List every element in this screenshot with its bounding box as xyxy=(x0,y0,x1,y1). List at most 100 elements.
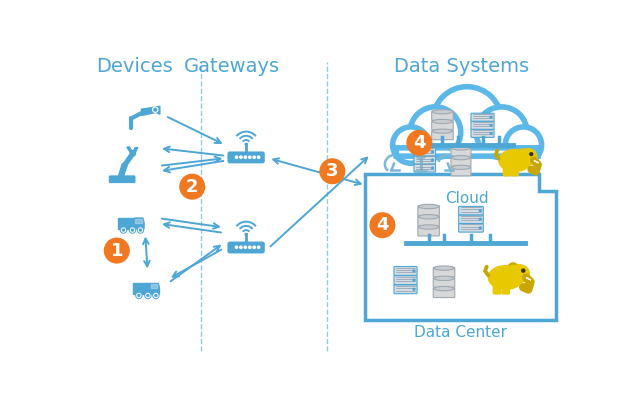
Circle shape xyxy=(244,246,247,248)
FancyBboxPatch shape xyxy=(431,130,453,140)
Circle shape xyxy=(145,293,151,298)
Ellipse shape xyxy=(519,149,537,165)
Circle shape xyxy=(130,151,135,156)
Circle shape xyxy=(155,295,157,296)
Circle shape xyxy=(479,210,481,212)
Circle shape xyxy=(146,293,150,298)
Circle shape xyxy=(490,116,492,118)
FancyBboxPatch shape xyxy=(459,215,483,223)
Circle shape xyxy=(245,143,247,145)
Circle shape xyxy=(490,132,492,134)
Ellipse shape xyxy=(499,149,531,171)
Circle shape xyxy=(413,279,415,281)
Polygon shape xyxy=(150,283,160,294)
FancyBboxPatch shape xyxy=(418,216,439,226)
FancyBboxPatch shape xyxy=(418,206,439,215)
Ellipse shape xyxy=(451,155,470,160)
Text: 4: 4 xyxy=(413,134,426,152)
Circle shape xyxy=(431,151,433,153)
FancyBboxPatch shape xyxy=(394,285,417,294)
Polygon shape xyxy=(132,148,138,153)
FancyBboxPatch shape xyxy=(459,206,483,215)
Polygon shape xyxy=(135,219,142,223)
FancyBboxPatch shape xyxy=(451,157,471,166)
Polygon shape xyxy=(156,106,160,114)
Polygon shape xyxy=(118,218,135,229)
Circle shape xyxy=(137,227,144,233)
Circle shape xyxy=(180,174,205,199)
FancyBboxPatch shape xyxy=(433,288,455,298)
Polygon shape xyxy=(142,107,156,116)
FancyBboxPatch shape xyxy=(471,129,494,138)
Circle shape xyxy=(154,108,156,111)
Text: Devices: Devices xyxy=(96,57,173,76)
Text: 1: 1 xyxy=(111,242,123,260)
Polygon shape xyxy=(127,147,133,153)
Circle shape xyxy=(433,87,502,156)
FancyBboxPatch shape xyxy=(227,151,265,163)
Ellipse shape xyxy=(510,265,529,282)
FancyBboxPatch shape xyxy=(396,148,538,156)
FancyBboxPatch shape xyxy=(471,121,494,129)
Circle shape xyxy=(153,293,159,298)
FancyBboxPatch shape xyxy=(414,156,435,164)
Ellipse shape xyxy=(518,149,527,161)
Polygon shape xyxy=(118,166,127,177)
Ellipse shape xyxy=(419,225,439,229)
Circle shape xyxy=(138,295,140,296)
Circle shape xyxy=(253,156,256,158)
Polygon shape xyxy=(365,173,556,320)
Circle shape xyxy=(253,246,256,248)
Ellipse shape xyxy=(507,263,520,279)
Circle shape xyxy=(240,246,242,248)
Polygon shape xyxy=(151,284,158,288)
Circle shape xyxy=(235,156,238,158)
Text: 4: 4 xyxy=(376,216,389,234)
Text: 3: 3 xyxy=(326,162,339,180)
Circle shape xyxy=(479,227,481,229)
FancyBboxPatch shape xyxy=(451,147,471,156)
Text: Data Systems: Data Systems xyxy=(394,57,529,76)
Text: Cloud: Cloud xyxy=(445,191,489,206)
Circle shape xyxy=(249,246,251,248)
Circle shape xyxy=(258,246,260,248)
Circle shape xyxy=(138,228,142,232)
Circle shape xyxy=(245,234,247,235)
Ellipse shape xyxy=(419,204,439,209)
FancyBboxPatch shape xyxy=(414,164,435,172)
Polygon shape xyxy=(122,153,135,165)
Ellipse shape xyxy=(419,214,439,219)
FancyBboxPatch shape xyxy=(501,282,510,295)
Circle shape xyxy=(240,156,242,158)
Circle shape xyxy=(131,229,133,231)
Circle shape xyxy=(431,167,433,169)
Circle shape xyxy=(370,213,395,238)
Text: Data Center: Data Center xyxy=(415,325,507,340)
Ellipse shape xyxy=(433,109,453,114)
Circle shape xyxy=(530,153,533,155)
Circle shape xyxy=(413,288,415,290)
Ellipse shape xyxy=(434,276,454,280)
Circle shape xyxy=(153,107,158,112)
Circle shape xyxy=(235,246,238,248)
Circle shape xyxy=(476,107,527,158)
Ellipse shape xyxy=(509,265,518,278)
Circle shape xyxy=(147,295,149,296)
Circle shape xyxy=(104,238,129,263)
Polygon shape xyxy=(133,283,150,294)
Circle shape xyxy=(131,228,135,232)
Circle shape xyxy=(140,229,142,231)
Circle shape xyxy=(393,127,429,163)
FancyBboxPatch shape xyxy=(471,113,494,121)
FancyBboxPatch shape xyxy=(227,241,265,254)
Circle shape xyxy=(136,293,142,298)
Circle shape xyxy=(421,160,422,161)
Ellipse shape xyxy=(516,147,528,162)
Circle shape xyxy=(129,227,135,233)
FancyBboxPatch shape xyxy=(394,267,417,276)
Circle shape xyxy=(413,270,415,272)
FancyBboxPatch shape xyxy=(511,165,519,177)
FancyBboxPatch shape xyxy=(109,175,135,183)
Ellipse shape xyxy=(434,287,454,291)
Circle shape xyxy=(249,156,251,158)
